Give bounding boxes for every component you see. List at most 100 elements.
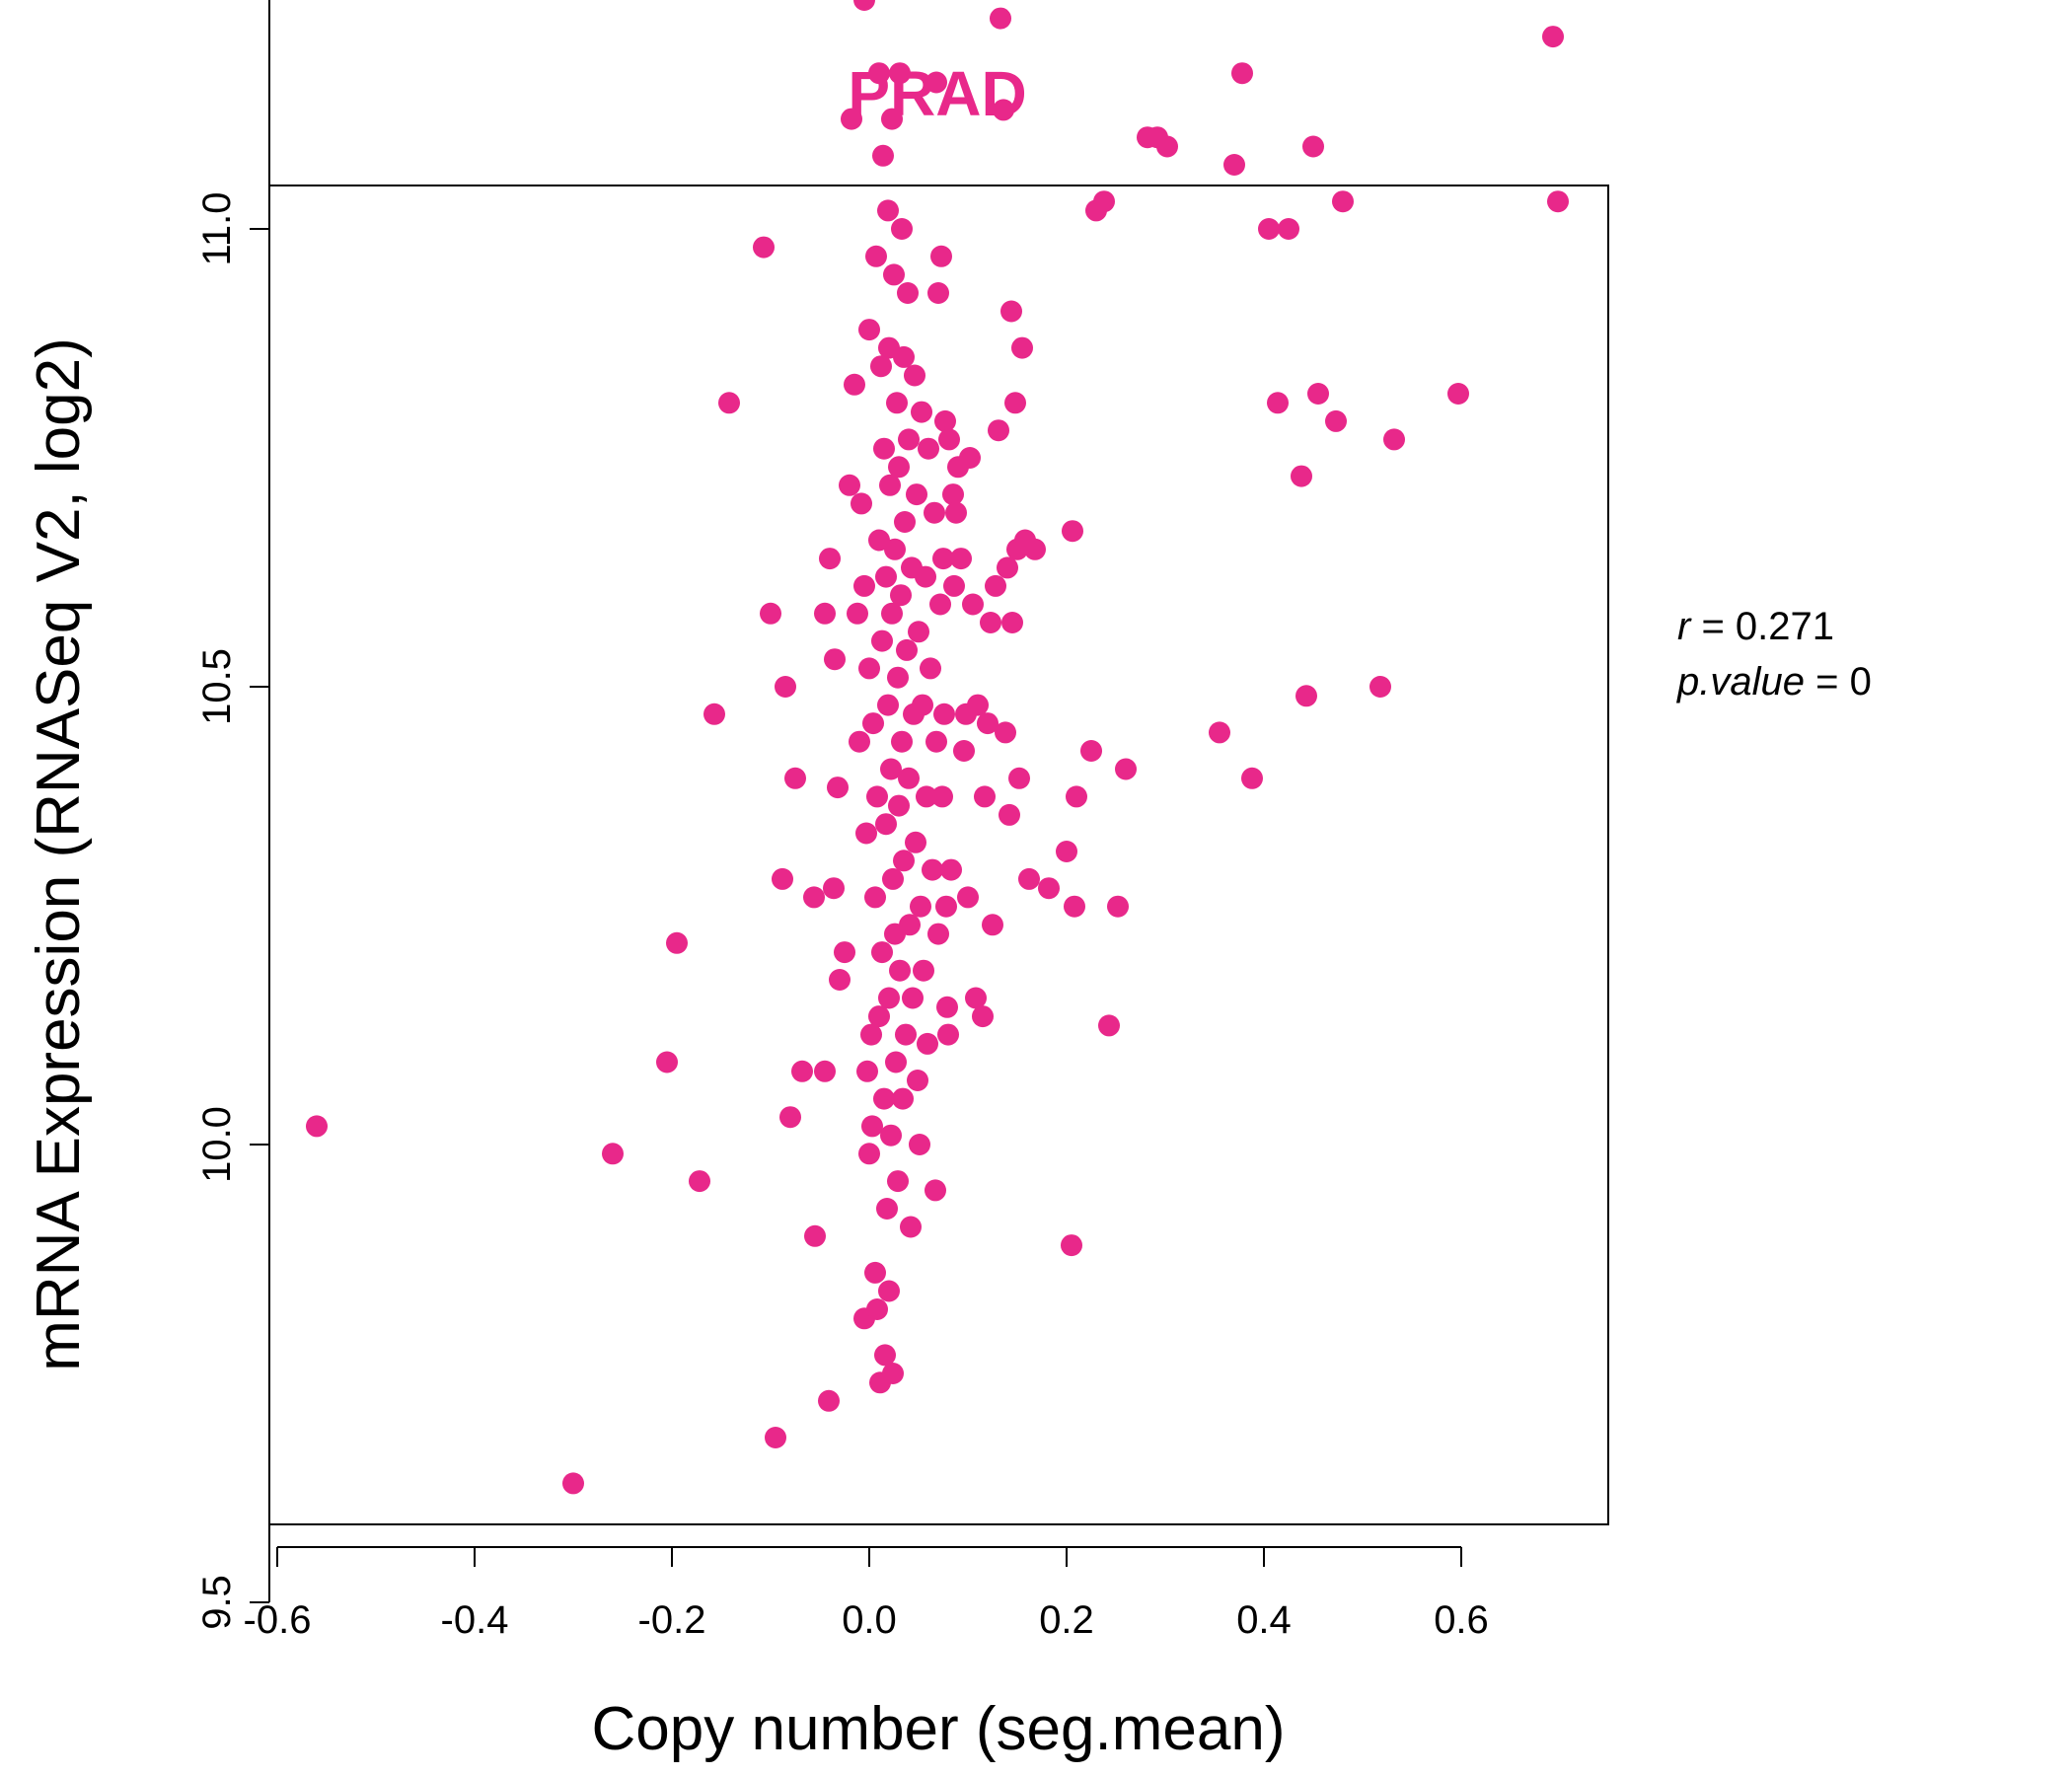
data-point [1011, 336, 1033, 359]
data-point [858, 657, 880, 680]
data-point [1061, 1234, 1082, 1257]
data-point [925, 71, 947, 94]
data-point [1062, 520, 1083, 543]
data-point [873, 1087, 895, 1110]
data-point [1115, 758, 1137, 780]
r-equals: = [1690, 605, 1736, 648]
data-point [871, 941, 893, 964]
data-point [904, 364, 925, 387]
data-point [841, 108, 862, 130]
data-point [896, 638, 918, 661]
x-tick-label: 0.4 [1236, 1598, 1292, 1642]
data-point [1008, 767, 1030, 789]
data-point [1231, 62, 1253, 85]
data-point [942, 483, 964, 506]
data-point [930, 245, 952, 267]
data-point [936, 996, 958, 1018]
data-point [819, 548, 841, 570]
data-point [937, 1023, 959, 1046]
data-point [1241, 767, 1263, 789]
data-point [993, 99, 1014, 121]
data-point [888, 794, 910, 817]
data-point [985, 574, 1006, 597]
x-tick-label: -0.6 [244, 1598, 312, 1642]
data-point [894, 511, 916, 533]
data-point [703, 703, 725, 725]
x-tick-label: 0.0 [842, 1598, 897, 1642]
data-point [1325, 409, 1347, 432]
data-point [858, 1143, 880, 1165]
data-point [918, 437, 939, 460]
x-tick-label: 0.2 [1039, 1598, 1094, 1642]
data-point [868, 529, 890, 552]
correlation-stat: r = 0.271 [1677, 605, 1834, 648]
data-point [779, 1106, 801, 1129]
data-point [980, 612, 1001, 633]
data-point [818, 1389, 840, 1412]
data-point [935, 895, 957, 918]
data-point [851, 492, 872, 515]
data-point [864, 1261, 886, 1284]
data-point [922, 858, 943, 881]
data-point [834, 941, 855, 964]
data-point [897, 282, 919, 304]
data-point [858, 319, 880, 341]
data-point [900, 1216, 922, 1238]
data-point [927, 282, 949, 304]
data-point [925, 730, 947, 753]
data-point [882, 1363, 904, 1384]
data-point [893, 850, 915, 872]
data-point [1209, 721, 1230, 744]
data-point [977, 712, 999, 735]
data-point [844, 373, 865, 396]
data-point [814, 1060, 836, 1082]
data-point [1383, 428, 1405, 451]
data-point [1307, 383, 1329, 405]
data-point [868, 1005, 890, 1028]
data-point [911, 401, 932, 423]
r-value: 0.271 [1736, 605, 1834, 648]
data-point [907, 1070, 928, 1091]
data-point [839, 474, 860, 496]
data-point [974, 785, 996, 808]
data-point [860, 1023, 882, 1046]
x-axis-title: Copy number (seg.mean) [592, 1695, 1286, 1763]
y-tick-label: 10.5 [195, 648, 239, 725]
data-point [997, 556, 1018, 579]
data-point [1080, 740, 1102, 762]
data-point [933, 703, 955, 725]
y-tick-label: 9.5 [195, 1575, 239, 1630]
data-point [689, 1170, 710, 1193]
data-point [898, 767, 920, 789]
data-point [959, 447, 981, 469]
data-point [886, 392, 908, 414]
data-point [824, 648, 846, 671]
data-point [1258, 218, 1280, 240]
data-point [1295, 685, 1317, 707]
data-point [847, 602, 868, 625]
data-point [880, 1124, 902, 1147]
data-point [892, 1087, 914, 1110]
data-point [887, 666, 909, 689]
data-point [827, 777, 849, 799]
data-point [1447, 383, 1469, 405]
data-point [1038, 877, 1060, 900]
data-point [862, 712, 884, 735]
data-point [889, 959, 911, 982]
data-point [882, 867, 904, 890]
data-point [874, 1344, 896, 1367]
data-point [965, 987, 987, 1009]
data-point [1369, 676, 1391, 698]
data-point [929, 593, 951, 616]
p-equals: = [1805, 660, 1850, 703]
data-point [876, 1198, 898, 1220]
data-point [791, 1060, 813, 1082]
data-point [877, 199, 899, 222]
data-point [1001, 612, 1023, 633]
data-point [1542, 26, 1564, 48]
data-point [656, 1051, 678, 1073]
data-point [931, 785, 953, 808]
data-point [803, 886, 825, 909]
y-axis: 9.510.010.511.011.512.0 [195, 0, 270, 1630]
